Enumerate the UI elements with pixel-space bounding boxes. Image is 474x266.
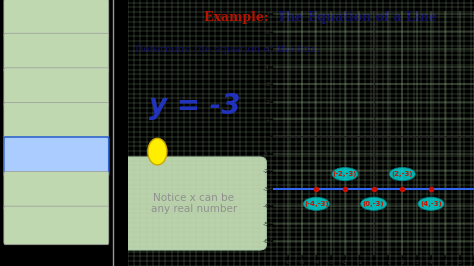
Text: Determine the equation of the line.: Determine the equation of the line. xyxy=(135,45,320,54)
Ellipse shape xyxy=(332,168,358,181)
Ellipse shape xyxy=(390,168,415,181)
Text: (2,-3): (2,-3) xyxy=(392,171,413,177)
Text: (0,-3): (0,-3) xyxy=(363,201,384,207)
Ellipse shape xyxy=(418,197,444,210)
Ellipse shape xyxy=(361,197,387,210)
FancyBboxPatch shape xyxy=(4,102,109,141)
Text: The Equation of a Line: The Equation of a Line xyxy=(277,11,437,24)
Text: (4,-3): (4,-3) xyxy=(420,201,442,207)
FancyBboxPatch shape xyxy=(4,0,109,37)
Text: (-4,-3): (-4,-3) xyxy=(304,201,328,207)
Ellipse shape xyxy=(148,138,167,165)
Ellipse shape xyxy=(303,197,329,210)
FancyBboxPatch shape xyxy=(121,157,266,250)
FancyBboxPatch shape xyxy=(4,68,109,106)
Text: Example:: Example: xyxy=(203,11,277,24)
FancyBboxPatch shape xyxy=(4,172,109,210)
FancyBboxPatch shape xyxy=(4,33,109,72)
Text: (-2,-3): (-2,-3) xyxy=(333,171,357,177)
Text: Notice x can be
any real number: Notice x can be any real number xyxy=(151,193,237,214)
FancyBboxPatch shape xyxy=(4,137,109,176)
FancyBboxPatch shape xyxy=(4,206,109,245)
Text: y = -3: y = -3 xyxy=(149,92,240,120)
